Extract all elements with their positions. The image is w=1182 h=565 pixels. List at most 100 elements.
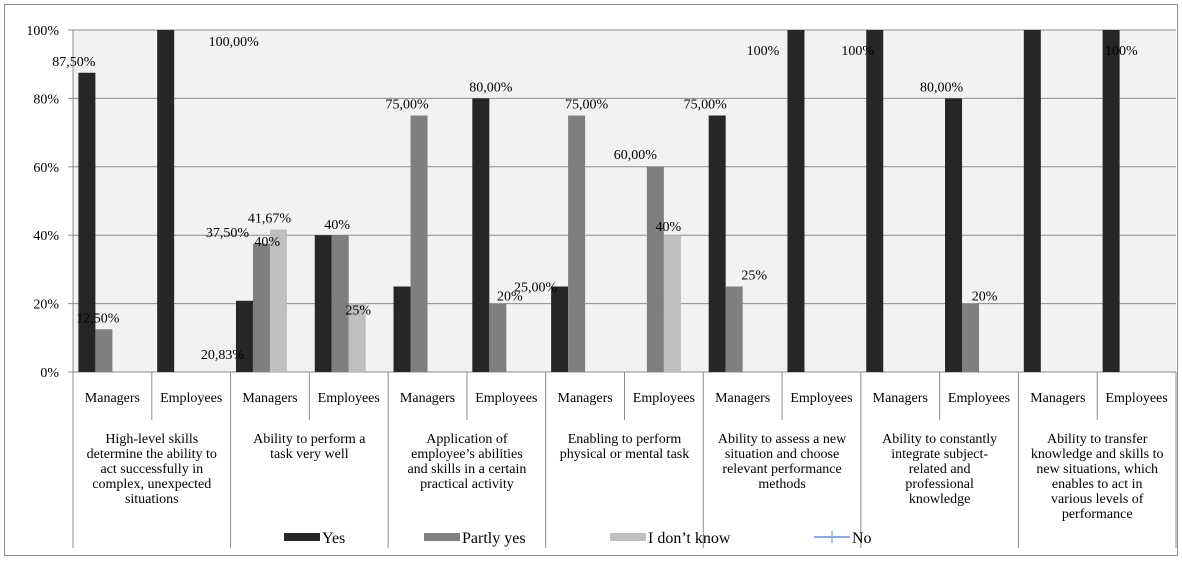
group-label: new situations, which xyxy=(1036,462,1158,477)
bar-yes xyxy=(1102,30,1120,372)
data-label: 25% xyxy=(345,304,371,319)
group-label: integrate subject- xyxy=(891,447,988,462)
subgroup-label: Managers xyxy=(1030,391,1085,406)
bar-partly-yes xyxy=(568,115,586,372)
bar-partly-yes xyxy=(95,329,113,372)
data-label: 40% xyxy=(254,235,280,250)
bar-yes xyxy=(708,115,726,372)
group-label: complex, unexpected xyxy=(92,477,211,492)
group-label: Ability to constantly xyxy=(882,432,997,447)
data-label: 87,50% xyxy=(52,55,96,70)
group-label: and skills in a certain xyxy=(407,462,526,477)
bar-dont-know xyxy=(269,229,287,372)
bar-yes xyxy=(157,30,175,372)
data-label: 75,00% xyxy=(565,98,609,113)
subgroup-label: Managers xyxy=(873,391,928,406)
group-label: knowledge and skills to xyxy=(1031,447,1164,462)
subgroup-label: Employees xyxy=(475,391,537,406)
group-label: relevant performance xyxy=(722,462,841,477)
data-label: 75,00% xyxy=(684,98,728,113)
bar-partly-yes xyxy=(962,303,980,372)
group-label: practical activity xyxy=(420,477,514,492)
outer-frame xyxy=(4,4,1178,556)
legend-label: Yes xyxy=(322,530,345,547)
bar-yes xyxy=(472,98,490,373)
data-label: 80,00% xyxy=(469,80,513,95)
group-label: Application of xyxy=(426,432,508,447)
group-label: situation and choose xyxy=(725,447,839,462)
legend-label: I don’t know xyxy=(648,530,731,547)
bar-partly-yes xyxy=(410,115,428,372)
data-label: 25% xyxy=(741,269,767,284)
group-label: Ability to perform a xyxy=(253,432,366,447)
y-tick-label: 80% xyxy=(33,92,59,107)
data-label: 100% xyxy=(747,44,780,59)
group-label: methods xyxy=(758,477,805,492)
bar-yes xyxy=(314,235,332,372)
data-label: 37,50% xyxy=(206,226,250,241)
group-label: determine the ability to xyxy=(87,447,217,462)
data-label: 100% xyxy=(1105,44,1138,59)
subgroup-label: Managers xyxy=(715,391,770,406)
group-label: performance xyxy=(1062,507,1133,522)
bar-yes xyxy=(551,286,569,372)
data-label: 12,50% xyxy=(76,311,120,326)
subgroup-label: Managers xyxy=(558,391,613,406)
group-label: situations xyxy=(125,492,179,507)
legend-swatch-yes xyxy=(284,533,320,541)
group-label: knowledge xyxy=(909,492,970,507)
data-label: 40% xyxy=(324,218,350,233)
group-label: employee’s abilities xyxy=(411,447,523,462)
group-label: Ability to assess a new xyxy=(718,432,847,447)
subgroup-label: Employees xyxy=(1105,391,1167,406)
group-label: enables to act in xyxy=(1052,477,1143,492)
subgroup-label: Employees xyxy=(160,391,222,406)
group-label: Enabling to perform xyxy=(568,432,682,447)
group-label: related and xyxy=(909,462,971,477)
y-tick-label: 100% xyxy=(26,24,59,39)
group-label: task very well xyxy=(270,447,349,462)
y-tick-label: 40% xyxy=(33,229,59,244)
group-label: High-level skills xyxy=(105,432,198,447)
bar-partly-yes xyxy=(331,235,349,372)
group-label: physical or mental task xyxy=(560,447,689,462)
legend-swatch-partly-yes xyxy=(424,533,460,541)
data-label: 100,00% xyxy=(209,35,260,50)
subgroup-label: Employees xyxy=(948,391,1010,406)
bar-partly-yes xyxy=(252,243,270,372)
bar-yes xyxy=(1023,30,1041,372)
bar-yes xyxy=(945,98,963,373)
subgroup-label: Employees xyxy=(633,391,695,406)
bar-yes xyxy=(787,30,805,372)
bar-dont-know xyxy=(348,303,366,372)
bar-dont-know xyxy=(663,235,681,372)
data-label: 60,00% xyxy=(614,148,658,163)
legend-label: No xyxy=(852,530,872,547)
data-label: 41,67% xyxy=(248,211,292,226)
legend-swatch-dont-know xyxy=(610,533,646,541)
data-label: 20,83% xyxy=(201,348,245,363)
subgroup-label: Employees xyxy=(318,391,380,406)
bar-partly-yes xyxy=(489,303,507,372)
y-tick-label: 20% xyxy=(33,298,59,313)
y-tick-label: 60% xyxy=(33,161,59,176)
subgroup-label: Employees xyxy=(790,391,852,406)
data-label: 75,00% xyxy=(385,98,429,113)
data-label: 80,00% xyxy=(920,80,964,95)
data-label: 20% xyxy=(972,290,998,305)
bar-yes xyxy=(78,72,96,372)
data-label: 20% xyxy=(497,290,523,305)
group-label: Ability to transfer xyxy=(1047,432,1148,447)
bar-yes xyxy=(393,286,411,372)
group-label: act successfully in xyxy=(100,462,203,477)
bar-yes xyxy=(235,300,253,372)
legend-label: Partly yes xyxy=(462,530,526,547)
data-label: 25,00% xyxy=(514,281,558,296)
bar-partly-yes xyxy=(646,166,664,372)
data-label: 40% xyxy=(656,220,682,235)
data-label: 100% xyxy=(841,44,874,59)
bar-yes xyxy=(866,30,884,372)
group-label: various levels of xyxy=(1051,492,1144,507)
